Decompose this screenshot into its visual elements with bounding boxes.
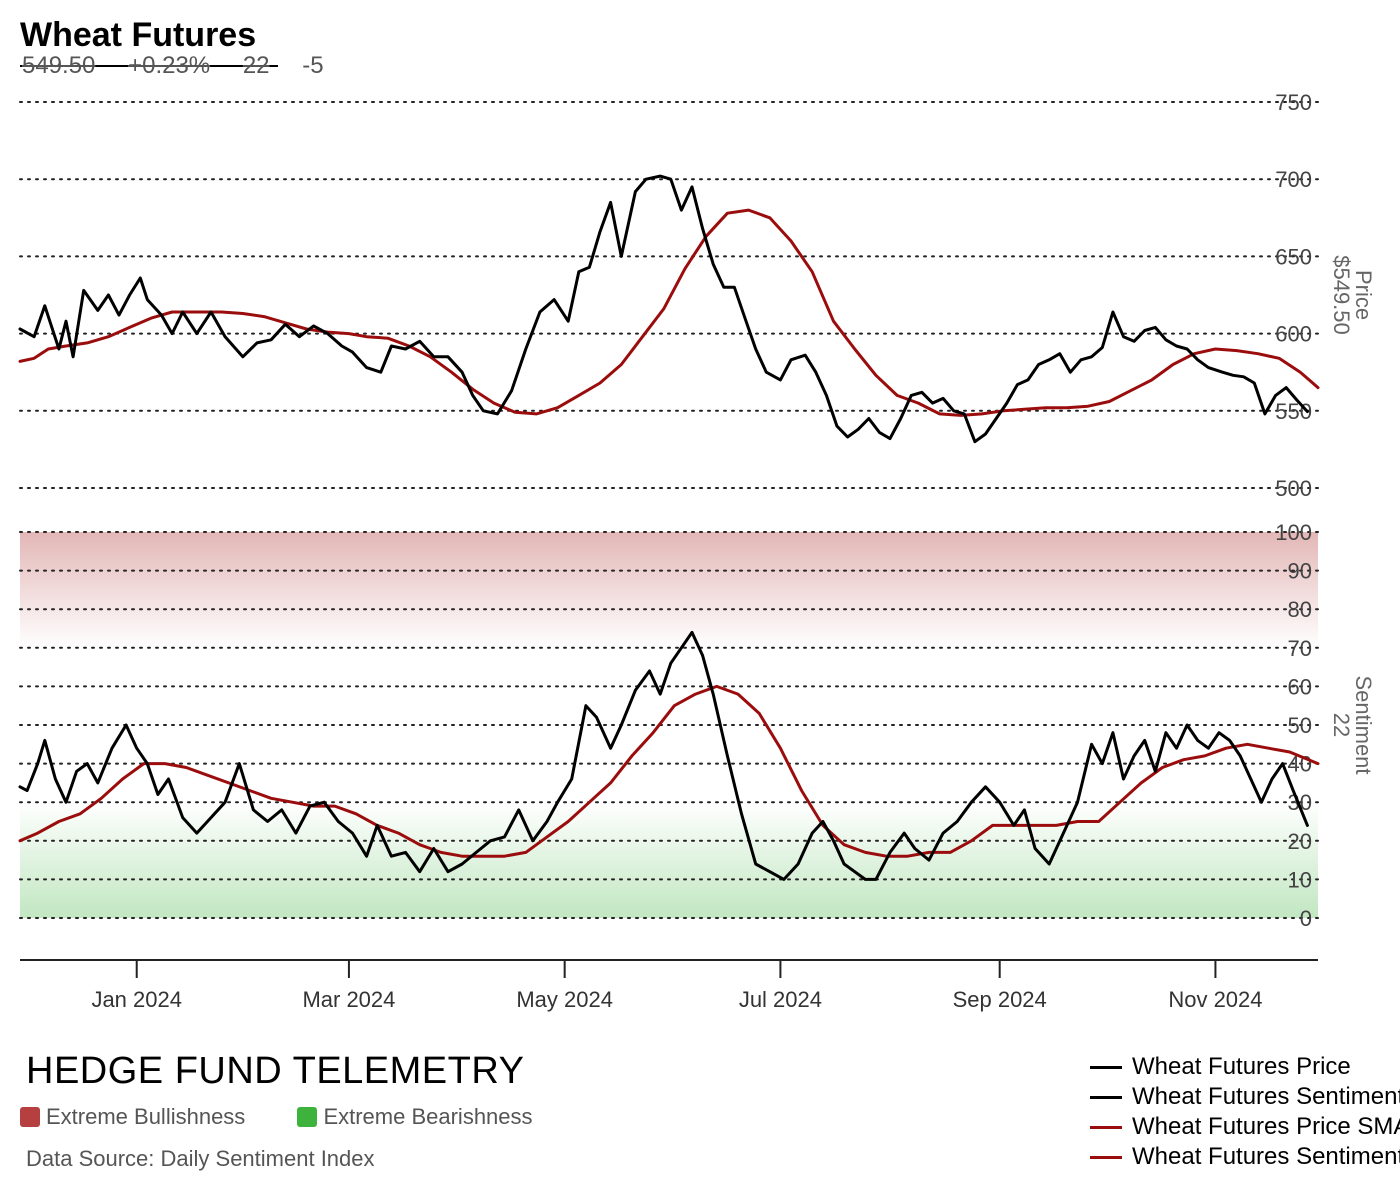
change-percent: +0.23% — [128, 52, 211, 79]
price-axis-value: $549.50 — [1329, 255, 1354, 335]
x-tick-label: Nov 2024 — [1168, 987, 1262, 1012]
price-tick-label: 650 — [1275, 244, 1312, 269]
sentiment-axis-value: 22 — [1329, 713, 1354, 737]
x-tick-label: May 2024 — [516, 987, 613, 1012]
price-tick-label: 600 — [1275, 322, 1312, 347]
legend-label-sentiment: Wheat Futures Sentiment — [1132, 1083, 1400, 1110]
price-value: 549.50 — [22, 52, 96, 79]
legend-item-sentiment[interactable]: Wheat Futures Sentiment — [1090, 1082, 1400, 1112]
price-tick-label: 700 — [1275, 167, 1312, 192]
x-tick-label: Sep 2024 — [953, 987, 1047, 1012]
x-tick-label: Jan 2024 — [91, 987, 182, 1012]
legend-line-price — [1090, 1065, 1122, 1069]
zone-extreme-bearishness — [20, 802, 1318, 918]
sentiment-tick-label: 20 — [1288, 829, 1312, 854]
x-tick-label: Jul 2024 — [739, 987, 822, 1012]
wheat-futures-price-line — [18, 174, 1309, 444]
sentiment-axis-title: Sentiment — [1351, 675, 1376, 774]
bearish-swatch — [297, 1107, 318, 1127]
price-axis-label-group: Price$549.50 — [1329, 255, 1376, 335]
chart-title: Wheat Futures — [20, 16, 257, 54]
zone-legend: Extreme Bullishness Extreme Bearishness — [20, 1104, 579, 1133]
bullish-swatch — [20, 1107, 40, 1127]
bullish-label: Extreme Bullishness — [46, 1104, 246, 1129]
legend-line-sentiment — [1090, 1095, 1122, 1099]
sentiment-tick-label: 10 — [1288, 867, 1312, 892]
legend-item-price[interactable]: Wheat Futures Price — [1090, 1052, 1400, 1082]
zone-extreme-bullishness — [20, 532, 1318, 648]
x-tick-label: Mar 2024 — [302, 987, 395, 1012]
chart-canvas: 500550600650700750Price$549.500102030405… — [18, 65, 1376, 1012]
sentiment-tick-label: 90 — [1288, 559, 1312, 584]
sentiment-tick-label: 80 — [1288, 597, 1312, 622]
sentiment-tick-label: 0 — [1300, 906, 1312, 931]
header-stats: 549.50 +0.23% 22 -5 — [22, 52, 350, 80]
legend-item-price-sma[interactable]: Wheat Futures Price SMA — [1090, 1112, 1400, 1142]
legend-label-sentiment-sma: Wheat Futures Sentiment SMA — [1132, 1143, 1400, 1170]
legend-line-sentiment-sma — [1090, 1155, 1122, 1159]
sentiment-tick-label: 100 — [1275, 520, 1312, 545]
price-tick-label: 500 — [1275, 476, 1312, 501]
price-axis-title: Price — [1351, 270, 1376, 320]
sentiment-tick-label: 50 — [1288, 713, 1312, 738]
sentiment-change: -5 — [302, 52, 324, 79]
sentiment-value: 22 — [242, 52, 270, 79]
wheat-futures-price-sma-line — [18, 208, 1320, 417]
legend-item-sentiment-sma[interactable]: Wheat Futures Sentiment SMA — [1090, 1142, 1400, 1172]
price-tick-label: 750 — [1275, 90, 1312, 115]
series-legend: Wheat Futures Price Wheat Futures Sentim… — [1090, 1052, 1400, 1172]
sentiment-tick-label: 60 — [1288, 674, 1312, 699]
legend-label-price: Wheat Futures Price — [1132, 1053, 1351, 1080]
legend-label-price-sma: Wheat Futures Price SMA — [1132, 1113, 1400, 1140]
data-source: Data Source: Daily Sentiment Index — [26, 1146, 375, 1171]
legend-line-price-sma — [1090, 1125, 1122, 1129]
brand-name: HEDGE FUND TELEMETRY — [26, 1050, 525, 1092]
bearish-label: Extreme Bearishness — [323, 1104, 533, 1129]
zone-legend-item-bullish: Extreme Bullishness — [20, 1104, 245, 1130]
sentiment-tick-label: 30 — [1288, 790, 1312, 815]
sentiment-tick-label: 70 — [1288, 636, 1312, 661]
wheat-futures-sentiment-line — [18, 630, 1309, 881]
zone-legend-item-bearish: Extreme Bearishness — [297, 1104, 533, 1130]
